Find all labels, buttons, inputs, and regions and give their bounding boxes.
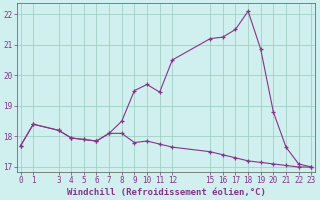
- X-axis label: Windchill (Refroidissement éolien,°C): Windchill (Refroidissement éolien,°C): [67, 188, 265, 197]
